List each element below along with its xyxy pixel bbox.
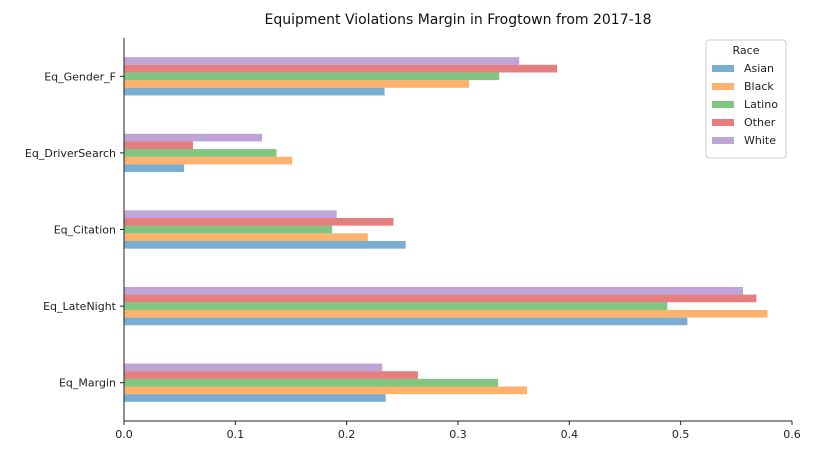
- bar-latino-eq_margin: [124, 378, 499, 387]
- bars-group: [124, 57, 768, 402]
- bar-black-eq_gender_f: [124, 80, 470, 88]
- bar-black-eq_margin: [124, 386, 528, 395]
- bar-black-eq_driversearch: [124, 156, 293, 165]
- bar-latino-eq_gender_f: [124, 72, 500, 81]
- legend-swatch-latino: [712, 101, 734, 108]
- bar-white-eq_driversearch: [124, 133, 263, 142]
- bar-other-eq_latenight: [124, 294, 757, 303]
- x-tick-label: 0.6: [783, 428, 801, 441]
- chart-title: Equipment Violations Margin in Frogtown …: [265, 12, 652, 28]
- bar-latino-eq_latenight: [124, 302, 668, 310]
- bar-asian-eq_driversearch: [124, 164, 185, 173]
- bar-black-eq_citation: [124, 233, 368, 241]
- legend-swatch-other: [712, 119, 734, 126]
- x-tick-label: 0.0: [115, 428, 133, 441]
- legend-swatch-white: [712, 137, 734, 144]
- legend-label-latino: Latino: [744, 98, 778, 111]
- x-tick-label: 0.4: [561, 428, 579, 441]
- axes-group: Eq_Margin Eq_LateNight Eq_Citation Eq_Drive…: [25, 38, 801, 441]
- bar-asian-eq_citation: [124, 240, 406, 249]
- legend-label-other: Other: [744, 116, 776, 129]
- legend-label-black: Black: [744, 80, 774, 93]
- legend-label-asian: Asian: [744, 62, 774, 75]
- y-tick-label: Eq_Citation: [54, 224, 116, 237]
- bar-white-eq_citation: [124, 210, 337, 219]
- bar-white-eq_gender_f: [124, 57, 520, 65]
- legend-swatch-black: [712, 83, 734, 90]
- legend: Race Asian Black Latino Other White: [705, 39, 787, 159]
- x-tick-label: 0.3: [449, 428, 467, 441]
- y-tick-label: Eq_Margin: [59, 377, 116, 390]
- bar-other-eq_driversearch: [124, 141, 194, 150]
- bar-white-eq_margin: [124, 363, 383, 372]
- legend-title: Race: [733, 44, 760, 57]
- bar-latino-eq_driversearch: [124, 149, 277, 157]
- bar-other-eq_citation: [124, 218, 394, 226]
- legend-label-white: White: [744, 134, 776, 147]
- bar-other-eq_gender_f: [124, 64, 558, 73]
- bar-black-eq_latenight: [124, 309, 768, 318]
- bar-white-eq_latenight: [124, 286, 744, 295]
- bar-asian-eq_margin: [124, 394, 386, 402]
- bar-asian-eq_gender_f: [124, 87, 385, 96]
- x-tick-label: 0.2: [338, 428, 356, 441]
- x-tick-label: 0.5: [672, 428, 690, 441]
- bar-asian-eq_latenight: [124, 317, 688, 326]
- bar-latino-eq_citation: [124, 225, 333, 234]
- legend-swatch-asian: [712, 65, 734, 72]
- y-tick-label: Eq_DriverSearch: [25, 147, 116, 160]
- bar-other-eq_margin: [124, 371, 418, 379]
- y-tick-label: Eq_Gender_F: [44, 70, 116, 83]
- y-tick-label: Eq_LateNight: [43, 300, 117, 313]
- x-tick-label: 0.1: [227, 428, 245, 441]
